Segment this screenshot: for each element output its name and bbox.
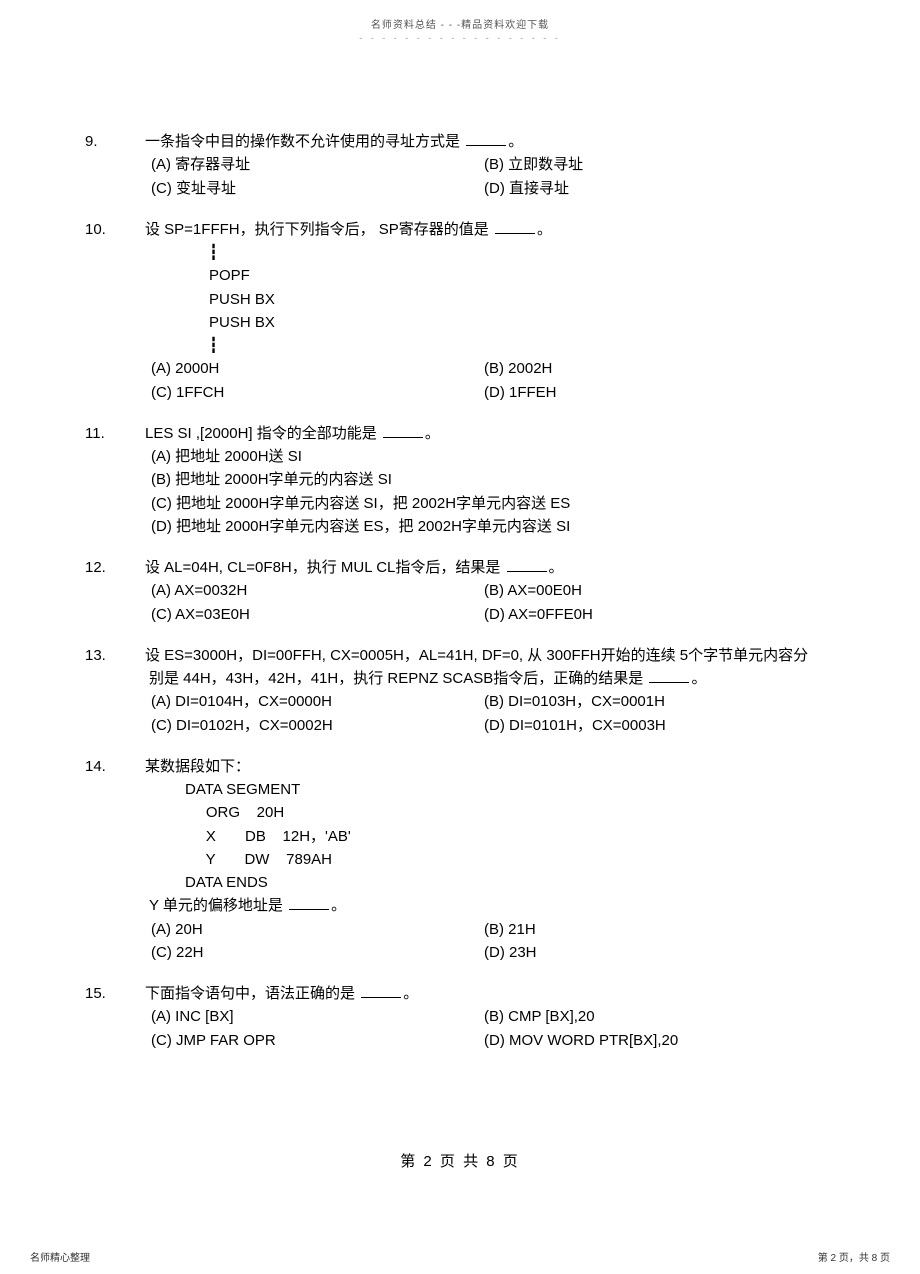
q9-opt-c: (C) 变址寻址	[151, 177, 484, 200]
q13-opt-b: (B) DI=0103H，CX=0001H	[484, 690, 817, 713]
q14-post: Y 单元的偏移地址是	[149, 897, 283, 914]
q13-tail: 。	[691, 670, 706, 687]
q14-text: 某数据段如下：	[145, 758, 250, 775]
q14-opt-b: (B) 21H	[484, 918, 817, 941]
q15-num: 15.	[117, 982, 145, 1005]
q10-opt-d: (D) 1FFEH	[484, 381, 817, 404]
content: 9.一条指令中目的操作数不允许使用的寻址方式是 。 (A) 寄存器寻址 (B) …	[117, 130, 817, 1070]
q11-tail: 。	[425, 425, 440, 442]
q11-text: LES SI ,[2000H] 指令的全部功能是	[145, 425, 377, 442]
q14-tail: 。	[331, 897, 346, 914]
q12-text: 设 AL=04H, CL=0F8H，执行 MUL CL指令后，结果是	[145, 559, 500, 576]
question-14: 14.某数据段如下： DATA SEGMENT ORG 20H X DB 12H…	[117, 755, 817, 964]
blank	[649, 682, 689, 683]
blank	[383, 437, 423, 438]
code-line: PUSH BX	[209, 311, 817, 334]
q10-tail: 。	[537, 221, 552, 238]
q11-opt-c: (C) 把地址 2000H字单元内容送 SI，把 2002H字单元内容送 ES	[151, 492, 817, 515]
q13-opt-c: (C) DI=0102H，CX=0002H	[151, 714, 484, 737]
seg-line: Y DW 789AH	[185, 848, 817, 871]
code-line: ┇	[209, 334, 817, 357]
q11-num: 11.	[117, 422, 145, 445]
q15-opt-c: (C) JMP FAR OPR	[151, 1029, 484, 1052]
q12-num: 12.	[117, 556, 145, 579]
q13-num: 13.	[117, 644, 145, 667]
q9-opt-a: (A) 寄存器寻址	[151, 153, 484, 176]
question-15: 15.下面指令语句中，语法正确的是 。 (A) INC [BX] (B) CMP…	[117, 982, 817, 1052]
code-line: POPF	[209, 264, 817, 287]
q9-tail: 。	[508, 133, 523, 150]
header-line1: 名师资料总结 - - -精品资料欢迎下载	[0, 16, 920, 31]
code-line: PUSH BX	[209, 288, 817, 311]
q11-opt-d: (D) 把地址 2000H字单元内容送 ES，把 2002H字单元内容送 SI	[151, 515, 817, 538]
q14-opt-c: (C) 22H	[151, 941, 484, 964]
bottom-left: 名师精心整理	[30, 1249, 90, 1264]
q15-tail: 。	[403, 985, 418, 1002]
q12-opt-b: (B) AX=00E0H	[484, 579, 817, 602]
question-10: 10.设 SP=1FFFH，执行下列指令后， SP寄存器的值是 。 ┇ POPF…	[117, 218, 817, 404]
seg-line: X DB 12H，'AB'	[185, 825, 817, 848]
q12-opt-d: (D) AX=0FFE0H	[484, 603, 817, 626]
blank	[466, 145, 506, 146]
question-13: 13.设 ES=3000H，DI=00FFH, CX=0005H，AL=41H,…	[117, 644, 817, 737]
q15-opt-b: (B) CMP [BX],20	[484, 1005, 817, 1028]
q10-opt-a: (A) 2000H	[151, 357, 484, 380]
seg-line: ORG 20H	[185, 801, 817, 824]
q11-opt-a: (A) 把地址 2000H送 SI	[151, 445, 817, 468]
q10-text: 设 SP=1FFFH，执行下列指令后， SP寄存器的值是	[145, 221, 489, 238]
question-11: 11.LES SI ,[2000H] 指令的全部功能是 。 (A) 把地址 20…	[117, 422, 817, 538]
q13-opt-a: (A) DI=0104H，CX=0000H	[151, 690, 484, 713]
question-9: 9.一条指令中目的操作数不允许使用的寻址方式是 。 (A) 寄存器寻址 (B) …	[117, 130, 817, 200]
q13-text: 设 ES=3000H，DI=00FFH, CX=0005H，AL=41H, DF…	[145, 647, 808, 687]
q12-opt-c: (C) AX=03E0H	[151, 603, 484, 626]
q14-num: 14.	[117, 755, 145, 778]
q9-text: 一条指令中目的操作数不允许使用的寻址方式是	[145, 133, 460, 150]
q14-opt-d: (D) 23H	[484, 941, 817, 964]
q15-opt-d: (D) MOV WORD PTR[BX],20	[484, 1029, 817, 1052]
q15-opt-a: (A) INC [BX]	[151, 1005, 484, 1028]
q9-opt-d: (D) 直接寻址	[484, 177, 817, 200]
q9-num: 9.	[117, 130, 145, 153]
blank	[361, 997, 401, 998]
q14-opt-a: (A) 20H	[151, 918, 484, 941]
bottom-right: 第 2 页，共 8 页	[818, 1249, 890, 1264]
blank	[495, 233, 535, 234]
q10-opt-c: (C) 1FFCH	[151, 381, 484, 404]
question-12: 12.设 AL=04H, CL=0F8H，执行 MUL CL指令后，结果是 。 …	[117, 556, 817, 626]
q15-text: 下面指令语句中，语法正确的是	[145, 985, 355, 1002]
q12-opt-a: (A) AX=0032H	[151, 579, 484, 602]
header-line2: - - - - - - - - - - - - - - - - - -	[0, 33, 920, 43]
q12-tail: 。	[549, 559, 564, 576]
page-footer: 第 2 页 共 8 页	[0, 1150, 920, 1171]
q11-opt-b: (B) 把地址 2000H字单元的内容送 SI	[151, 468, 817, 491]
q9-opt-b: (B) 立即数寻址	[484, 153, 817, 176]
code-line: ┇	[209, 241, 817, 264]
seg-line: DATA ENDS	[185, 871, 817, 894]
blank	[289, 909, 329, 910]
q13-opt-d: (D) DI=0101H，CX=0003H	[484, 714, 817, 737]
blank	[507, 571, 547, 572]
q10-num: 10.	[117, 218, 145, 241]
seg-line: DATA SEGMENT	[185, 778, 817, 801]
q10-opt-b: (B) 2002H	[484, 357, 817, 380]
